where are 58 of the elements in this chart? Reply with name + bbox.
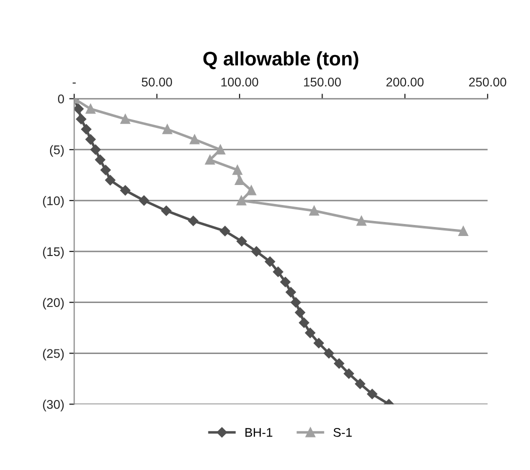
point xyxy=(324,348,334,358)
x-tick-label: 150.00 xyxy=(304,78,341,87)
point xyxy=(95,154,106,165)
point xyxy=(272,266,284,277)
x-tick-label: 50.00 xyxy=(142,78,172,87)
y-tick-label: 0 xyxy=(58,94,64,104)
y-tick-label: (15) xyxy=(43,246,64,259)
point xyxy=(236,236,247,246)
point xyxy=(220,226,230,236)
legend-label: BH-1 xyxy=(245,428,272,437)
point xyxy=(294,307,306,318)
point xyxy=(246,185,256,196)
point xyxy=(161,206,172,216)
x-tick-label: 200.00 xyxy=(386,78,424,87)
point xyxy=(216,144,226,154)
chart-title: Q allowable (ton) xyxy=(203,51,358,70)
point xyxy=(232,165,242,175)
point xyxy=(205,154,215,165)
point xyxy=(120,114,130,124)
y-tick-label: (25) xyxy=(43,348,64,360)
point xyxy=(344,368,354,379)
point xyxy=(334,358,344,369)
y-tick-label: (5) xyxy=(50,145,64,157)
point xyxy=(286,287,296,298)
point xyxy=(190,134,200,144)
legend-label: S-1 xyxy=(333,428,352,437)
point xyxy=(251,246,262,257)
point xyxy=(236,196,246,206)
point xyxy=(90,144,101,155)
point xyxy=(309,206,319,216)
point xyxy=(74,104,84,114)
point xyxy=(356,216,366,226)
point xyxy=(120,185,130,196)
x-tick-label: 250.00 xyxy=(469,78,506,87)
x-tick-label: - xyxy=(72,82,76,84)
y-tick-label: (20) xyxy=(43,298,64,310)
point xyxy=(76,114,86,124)
point xyxy=(86,104,96,114)
point xyxy=(81,124,92,134)
point xyxy=(298,318,310,328)
point xyxy=(100,164,111,176)
point xyxy=(188,216,198,226)
y-tick-label: (10) xyxy=(43,196,64,208)
point xyxy=(105,175,116,186)
point xyxy=(458,226,468,236)
y-tick-label: (30) xyxy=(43,400,64,412)
point xyxy=(162,124,172,134)
point xyxy=(138,195,150,206)
x-tick-label: 100.00 xyxy=(221,78,258,87)
point xyxy=(290,297,301,308)
point xyxy=(85,134,96,145)
point xyxy=(305,328,316,338)
point xyxy=(367,388,378,400)
point xyxy=(234,175,245,186)
point xyxy=(314,338,324,348)
point xyxy=(354,378,366,389)
point xyxy=(280,276,290,288)
point xyxy=(264,256,276,267)
